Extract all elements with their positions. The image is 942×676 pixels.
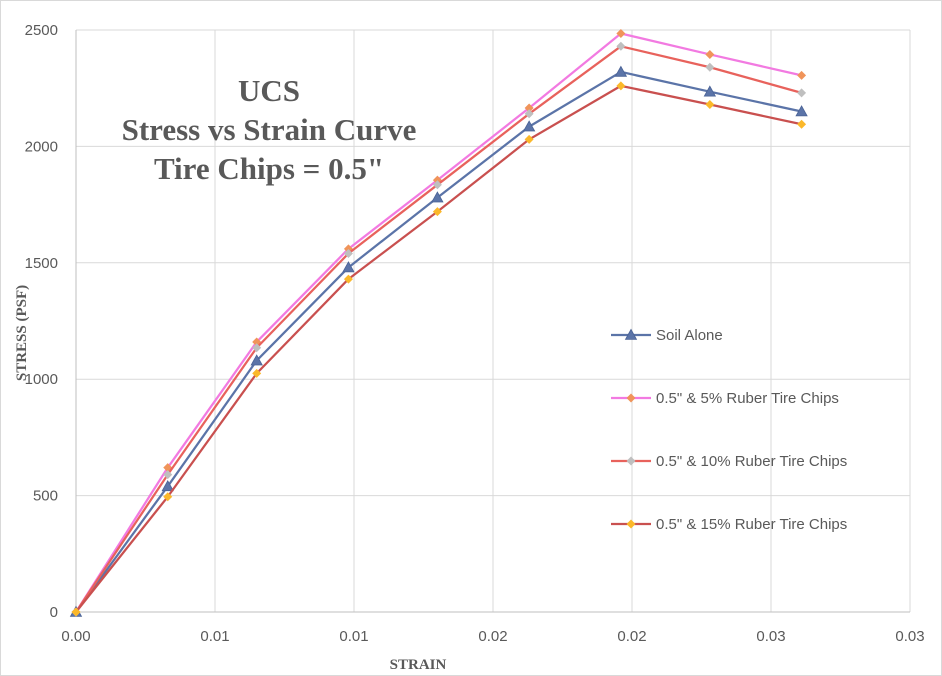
data-point [614, 65, 628, 77]
legend-entry: 0.5" & 15% Ruber Tire Chips [611, 516, 847, 533]
chart-title-line: UCS [238, 73, 300, 108]
data-point [163, 492, 173, 502]
x-tick-label: 0.03 [895, 628, 924, 645]
legend-label: Soil Alone [656, 327, 723, 344]
y-tick-label: 2000 [25, 138, 58, 155]
data-point [524, 109, 534, 119]
x-tick-label: 0.02 [478, 628, 507, 645]
legend-label: 0.5" & 15% Ruber Tire Chips [656, 516, 847, 533]
data-point [252, 337, 262, 347]
data-point [342, 261, 355, 273]
x-tick-label: 0.03 [756, 628, 785, 645]
data-point [250, 354, 263, 366]
legend: Soil Alone 0.5" & 5% Ruber Tire Chips 0.5"… [611, 327, 847, 533]
legend-label: 0.5" & 5% Ruber Tire Chips [656, 390, 839, 407]
axes [75, 30, 910, 613]
y-tick-label: 500 [33, 488, 58, 505]
data-point [432, 207, 442, 217]
data-point [616, 41, 626, 51]
data-point [522, 120, 536, 132]
legend-label: 0.5" & 10% Ruber Tire Chips [656, 453, 847, 470]
legend-entry: 0.5" & 10% Ruber Tire Chips [611, 453, 847, 470]
data-point [524, 103, 534, 113]
chart-title-line: Stress vs Strain Curve [122, 112, 417, 147]
data-point [432, 180, 442, 190]
data-point [616, 81, 626, 91]
legend-marker [626, 519, 636, 529]
y-axis-title: STRESS (PSF) [14, 285, 30, 381]
legend-entry: 0.5" & 5% Ruber Tire Chips [611, 390, 839, 407]
gridlines [76, 29, 911, 612]
data-point [252, 343, 262, 353]
chart-title-line: Tire Chips = 0.5" [154, 151, 384, 186]
data-point [343, 248, 353, 258]
x-tick-label: 0.01 [200, 628, 229, 645]
legend-marker [626, 393, 636, 403]
data-point [795, 105, 808, 117]
data-point [161, 479, 174, 492]
x-axis-title: STRAIN [390, 657, 447, 673]
data-point [163, 470, 173, 480]
data-point [616, 28, 626, 38]
data-point [705, 62, 715, 72]
tick-labels: 0 500 1000 1500 2000 2500 0.00 0.01 0.01 0.02 0.02… [14, 22, 925, 673]
data-point [705, 99, 715, 109]
x-tick-label: 0.01 [339, 628, 368, 645]
data-point [797, 88, 807, 98]
chart-title: UCS Stress vs Strain Curve Tire Chips = 0.… [122, 73, 417, 186]
y-tick-label: 0 [50, 604, 58, 621]
data-point [71, 607, 81, 617]
data-point [705, 49, 715, 59]
y-tick-label: 1500 [25, 255, 58, 272]
legend-entry: Soil Alone [611, 327, 723, 344]
data-point [252, 368, 262, 378]
data-point [797, 70, 807, 80]
data-point [524, 134, 534, 144]
y-tick-label: 1000 [25, 371, 58, 388]
x-tick-label: 0.02 [617, 628, 646, 645]
series-group [71, 81, 807, 617]
legend-marker [624, 328, 638, 340]
series-lines [69, 28, 808, 617]
y-tick-label: 2500 [25, 22, 58, 39]
x-tick-label: 0.00 [61, 628, 90, 645]
data-point [703, 85, 717, 97]
data-point [431, 191, 444, 203]
series-group [69, 65, 808, 617]
legend-marker [626, 456, 636, 466]
data-point [797, 119, 807, 129]
data-point [343, 274, 353, 284]
